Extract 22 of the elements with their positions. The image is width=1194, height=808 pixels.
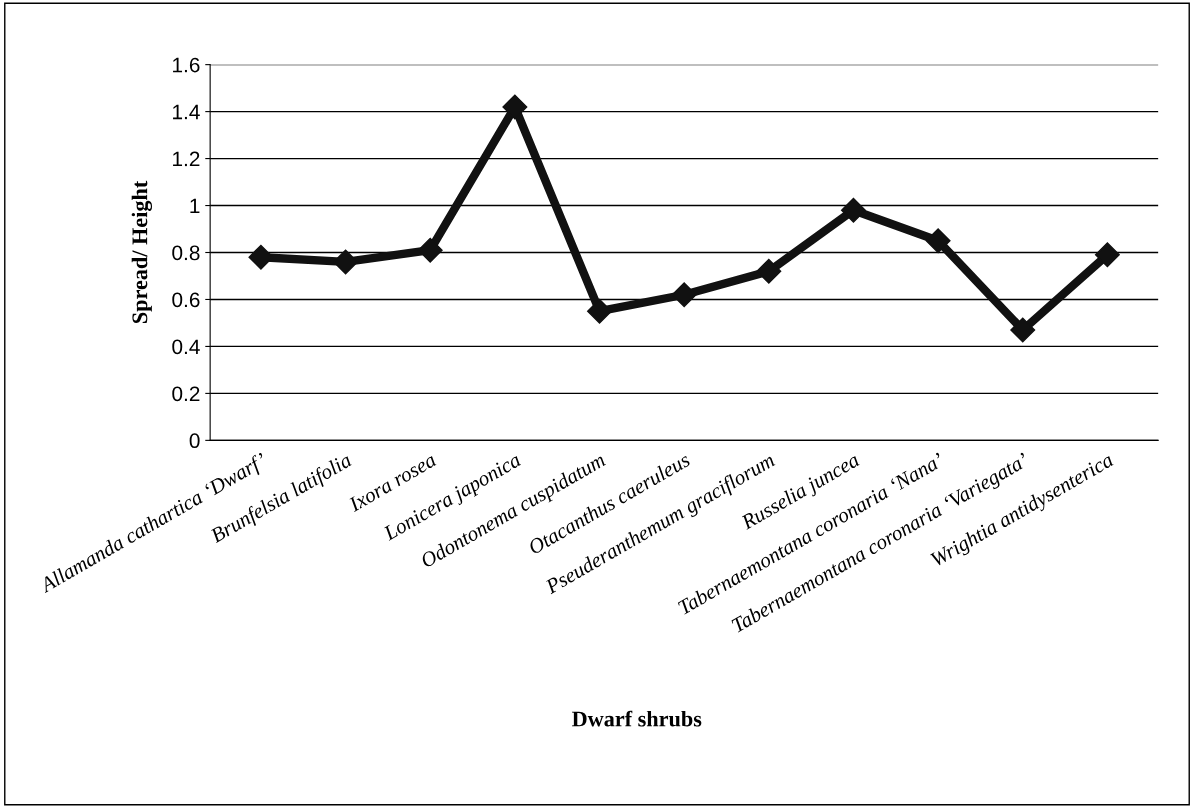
x-axis-title: Dwarf shrubs	[572, 710, 702, 727]
point	[333, 249, 359, 275]
y-tick-label: 1.2	[173, 151, 200, 167]
y-tick-label: 1.4	[173, 104, 200, 120]
y-tick-label: 0.4	[172, 339, 200, 355]
y-tick-label: 1	[190, 198, 200, 214]
point	[417, 237, 443, 263]
point	[502, 94, 528, 120]
point	[587, 298, 612, 324]
point	[1010, 317, 1036, 343]
point	[840, 197, 866, 223]
point	[756, 258, 782, 284]
y-tick-label: 0.2	[172, 386, 200, 402]
point	[1094, 242, 1120, 268]
point	[248, 244, 274, 270]
y-tick-label: 0.6	[172, 292, 200, 308]
y-tick-label: 0	[189, 433, 200, 449]
y-axis-title: Spread/ Height	[131, 180, 153, 324]
point	[671, 282, 697, 308]
point	[925, 228, 951, 254]
y-tick-label: 1.6	[173, 57, 200, 73]
y-tick-label: 0.8	[172, 245, 200, 261]
